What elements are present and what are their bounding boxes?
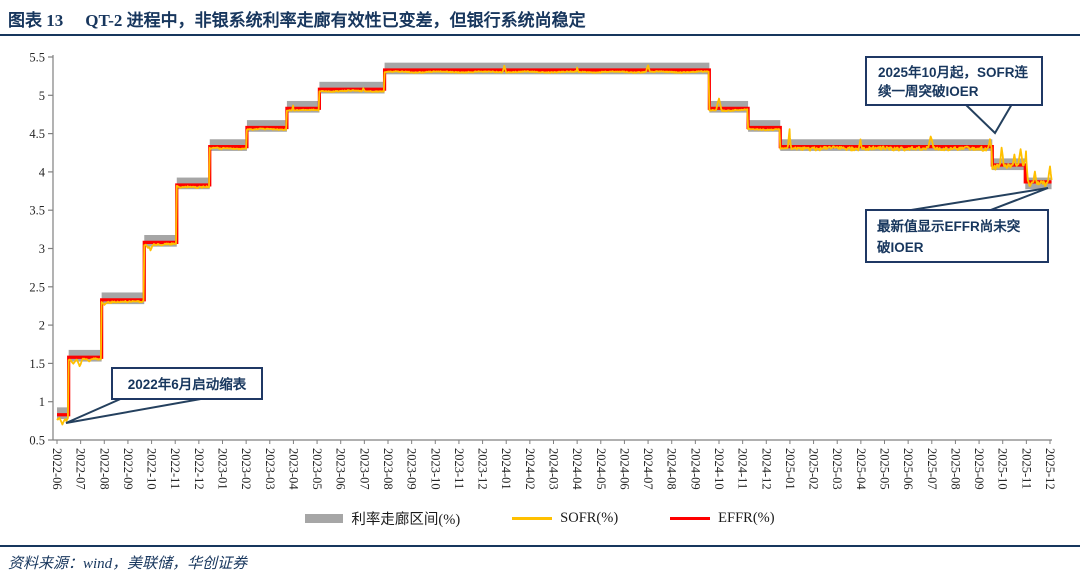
y-tick-label: 4.5	[29, 127, 45, 141]
x-tick-label: 2023-01	[216, 448, 230, 490]
callout-pointer	[65, 396, 213, 424]
x-tick-label: 2022-12	[192, 448, 206, 490]
title-divider	[0, 34, 1080, 36]
annotation-sofr-breach-line1: 2025年10月起，SOFR连	[878, 64, 1029, 80]
x-tick-label: 2024-02	[523, 448, 537, 490]
x-tick-label: 2024-08	[665, 448, 679, 490]
plot-area: 0.5 1 1.5 2 2.5 3 3.5 4 4.5 5 5.5 2022-06 2022-07 202…	[29, 51, 1057, 491]
legend-label-effr: EFFR(%)	[718, 510, 775, 526]
x-tick-label: 2023-11	[452, 448, 466, 489]
annotation-effr-not-breached: 最新值显示EFFR尚未突 破IOER	[865, 187, 1049, 263]
legend-label-sofr: SOFR(%)	[560, 510, 619, 526]
footer-divider	[0, 545, 1080, 547]
annotation-sofr-breach: 2025年10月起，SOFR连 续一周突破IOER	[865, 56, 1043, 135]
callout-pointer	[904, 187, 1049, 212]
chart-legend: 利率走廊区间(%) SOFR(%) EFFR(%)	[0, 508, 1080, 529]
callout-box	[865, 56, 1043, 106]
x-tick-label: 2024-01	[499, 448, 513, 490]
y-tick-label: 3.5	[29, 204, 45, 218]
x-tick-label: 2022-09	[121, 448, 135, 490]
x-tick-label: 2025-10	[996, 448, 1010, 490]
x-tick-label: 2022-06	[50, 448, 64, 490]
x-tick-label: 2025-07	[925, 448, 939, 490]
x-tick-label: 2025-03	[830, 448, 844, 490]
x-tick-label: 2022-07	[74, 448, 88, 490]
figure-title: 图表 13 QT-2 进程中，非银系统利率走廊有效性已变差，但银行系统尚稳定	[8, 6, 586, 31]
x-tick-label: 2024-10	[712, 448, 726, 490]
y-tick-label: 5	[39, 89, 45, 103]
data-source: 资料来源：wind，美联储，华创证券	[8, 556, 248, 572]
figure-number: 图表 13	[8, 11, 64, 30]
x-tick-label: 2024-06	[617, 448, 631, 490]
x-tick-label: 2023-03	[263, 448, 277, 490]
x-tick-label: 2025-01	[783, 448, 797, 490]
y-tick-label: 2	[39, 319, 45, 333]
x-tick-label: 2023-08	[381, 448, 395, 490]
sofr-line	[56, 64, 1053, 426]
x-tick-label: 2025-08	[948, 448, 962, 490]
legend-item-effr: EFFR(%)	[670, 510, 775, 527]
corridor-band-swatch	[305, 514, 344, 523]
y-tick-label: 3	[39, 242, 45, 256]
x-tick-label: 2025-11	[1019, 448, 1033, 489]
x-tick-label: 2024-07	[641, 448, 655, 490]
x-tick-label: 2023-06	[334, 448, 348, 490]
x-tick-label: 2024-12	[759, 448, 773, 490]
legend-label-corridor: 利率走廊区间(%)	[351, 512, 461, 528]
x-tick-label: 2022-08	[97, 448, 111, 490]
x-tick-label: 2022-10	[145, 448, 159, 490]
y-tick-label: 1	[39, 395, 45, 409]
x-tick-label: 2023-07	[357, 448, 371, 490]
x-tick-label: 2024-04	[570, 448, 584, 490]
x-tick-label: 2023-02	[239, 448, 253, 490]
y-tick-label: 1.5	[29, 357, 45, 371]
x-tick-label: 2023-04	[286, 448, 300, 490]
x-tick-label: 2023-05	[310, 448, 324, 490]
x-tick-label: 2023-09	[405, 448, 419, 490]
x-tick-label: 2024-05	[594, 448, 608, 490]
y-tick-label: 4	[39, 165, 46, 179]
x-tick-label: 2023-10	[428, 448, 442, 490]
sofr-line-swatch	[512, 517, 553, 520]
figure-title-text: QT-2 进程中，非银系统利率走廊有效性已变差，但银行系统尚稳定	[85, 11, 586, 30]
annotation-qt-start-text: 2022年6月启动缩表	[128, 376, 247, 392]
x-tick-label: 2023-12	[476, 448, 490, 490]
x-tick-label: 2025-09	[972, 448, 986, 490]
x-tick-label: 2025-06	[901, 448, 915, 490]
x-tick-label: 2024-09	[688, 448, 702, 490]
callout-pointer	[962, 103, 1014, 135]
annotation-effr-line1: 最新值显示EFFR尚未突	[877, 218, 1021, 234]
annotation-sofr-breach-line2: 续一周突破IOER	[878, 83, 979, 99]
x-tick-label: 2022-11	[168, 448, 182, 489]
y-tick-label: 5.5	[29, 51, 45, 65]
legend-item-sofr: SOFR(%)	[512, 510, 618, 527]
effr-line	[57, 68, 1052, 417]
x-tick-label: 2024-11	[736, 448, 750, 489]
y-tick-label: 2.5	[29, 280, 45, 294]
effr-line-swatch	[670, 517, 711, 520]
x-tick-label: 2025-04	[854, 448, 868, 490]
annotation-effr-line2: 破IOER	[877, 239, 924, 255]
legend-item-corridor: 利率走廊区间(%)	[305, 508, 460, 529]
x-tick-label: 2024-03	[547, 448, 561, 490]
x-tick-label: 2025-05	[878, 448, 892, 490]
callout-box	[865, 209, 1049, 263]
x-tick-label: 2025-12	[1043, 448, 1057, 490]
y-tick-label: 0.5	[29, 434, 45, 448]
x-tick-label: 2025-02	[807, 448, 821, 490]
annotation-qt-start: 2022年6月启动缩表	[65, 367, 263, 424]
callout-box	[111, 367, 263, 400]
